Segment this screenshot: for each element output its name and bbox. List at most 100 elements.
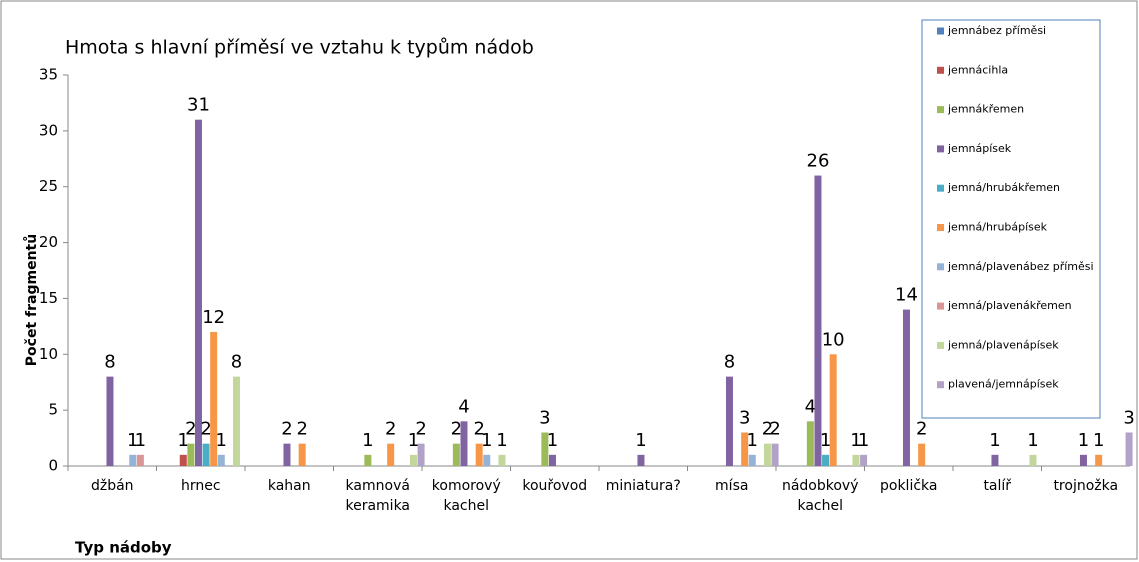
x-axis-label: Typ nádoby	[75, 539, 172, 557]
bar	[387, 443, 395, 466]
legend-label: jemnábez příměsi	[947, 24, 1046, 37]
y-tick-label: 20	[39, 233, 58, 251]
data-label: 1	[1027, 430, 1038, 451]
legend-label: jemná/hrubákřemen	[947, 181, 1060, 194]
bar	[283, 443, 291, 466]
bar	[483, 454, 491, 466]
data-label: 2	[415, 419, 426, 440]
data-label: 4	[458, 396, 469, 417]
bar	[1125, 432, 1133, 466]
data-label: 1	[547, 430, 558, 451]
bar	[409, 454, 417, 466]
y-tick-label: 0	[48, 457, 58, 475]
bar	[1079, 454, 1087, 466]
data-label: 3	[539, 407, 550, 428]
bar	[814, 175, 822, 467]
legend-swatch	[937, 27, 944, 35]
legend-swatch	[937, 106, 944, 114]
legend-box	[921, 19, 1101, 419]
bar	[541, 432, 549, 466]
data-label: 1	[408, 430, 419, 451]
legend-label: jemnácihla	[947, 63, 1008, 76]
bar	[548, 454, 556, 466]
bar	[806, 421, 814, 466]
data-label: 1	[362, 430, 373, 451]
x-tick-label: mísa	[715, 478, 748, 494]
x-tick-label: džbán	[91, 478, 134, 494]
x-tick-label: trojnožka	[1053, 478, 1118, 494]
y-tick-label: 30	[39, 121, 58, 139]
x-tick-label: kahan	[268, 478, 311, 494]
data-label: 14	[895, 285, 918, 306]
bar	[852, 454, 860, 466]
bar	[106, 376, 114, 466]
legend-swatch	[937, 66, 944, 74]
data-label: 2	[916, 419, 927, 440]
data-label: 10	[822, 329, 845, 350]
data-label: 2	[296, 419, 307, 440]
legend-swatch	[937, 302, 944, 310]
bar	[1095, 454, 1103, 466]
bar	[822, 454, 830, 466]
data-label: 1	[1078, 430, 1089, 451]
legend-label: jemná/plavenákřemen	[947, 299, 1072, 312]
data-label: 2	[185, 419, 196, 440]
bar	[829, 354, 837, 466]
data-label: 8	[104, 352, 115, 373]
data-label: 2	[200, 419, 211, 440]
x-tick-label: hrnec	[181, 478, 221, 494]
bar	[902, 309, 910, 466]
legend-label: jemnákřemen	[947, 103, 1024, 116]
data-label: 1	[858, 430, 869, 451]
data-label: 4	[805, 396, 816, 417]
bar	[460, 421, 468, 466]
bar	[179, 454, 187, 466]
legend-swatch	[937, 145, 944, 153]
legend-label: jemná/plavenábez příměsi	[947, 260, 1094, 273]
y-tick-label: 25	[39, 177, 58, 195]
y-tick-label: 5	[48, 401, 58, 419]
x-tick-label: kouřovod	[522, 478, 587, 494]
x-tick-label: nádobkový kachel	[782, 478, 859, 514]
data-label: 2	[451, 419, 462, 440]
bar	[475, 443, 483, 466]
data-label: 1	[178, 430, 189, 451]
bar	[136, 454, 144, 466]
data-label: 1	[635, 430, 646, 451]
bar	[232, 376, 240, 466]
data-label: 2	[769, 419, 780, 440]
bar	[771, 443, 779, 466]
data-label: 1	[820, 430, 831, 451]
data-label: 3	[739, 407, 750, 428]
bar	[860, 454, 868, 466]
data-label: 12	[202, 307, 225, 328]
data-label: 1	[496, 430, 507, 451]
bar	[991, 454, 999, 466]
x-tick-label: poklička	[880, 478, 937, 494]
x-tick-label: komorový kachel	[432, 478, 501, 514]
bar	[417, 443, 425, 466]
legend-swatch	[937, 184, 944, 192]
legend-label: jemnápísek	[947, 142, 1012, 155]
y-axis-label: Počet fragmentů	[23, 234, 40, 366]
bar	[202, 443, 210, 466]
y-tick-label: 35	[39, 66, 58, 84]
legend-swatch	[937, 341, 944, 349]
data-label: 1	[1093, 430, 1104, 451]
bar	[187, 443, 195, 466]
legend-label: plavená/jemnápísek	[948, 378, 1059, 391]
bar	[210, 331, 218, 466]
x-tick-label: kamnová keramika	[345, 478, 410, 514]
data-label: 1	[481, 430, 492, 451]
data-label: 3	[1123, 407, 1134, 428]
chart-title: Hmota s hlavní příměsí ve vztahu k typům…	[65, 37, 534, 59]
legend-swatch	[937, 224, 944, 231]
bar	[498, 454, 506, 466]
data-label: 1	[850, 430, 861, 451]
legend-label: jemná/hrubápísek	[947, 221, 1048, 234]
data-label: 1	[989, 430, 1000, 451]
data-label: 8	[724, 352, 735, 373]
y-tick-label: 15	[39, 289, 58, 307]
data-label: 1	[216, 430, 227, 451]
